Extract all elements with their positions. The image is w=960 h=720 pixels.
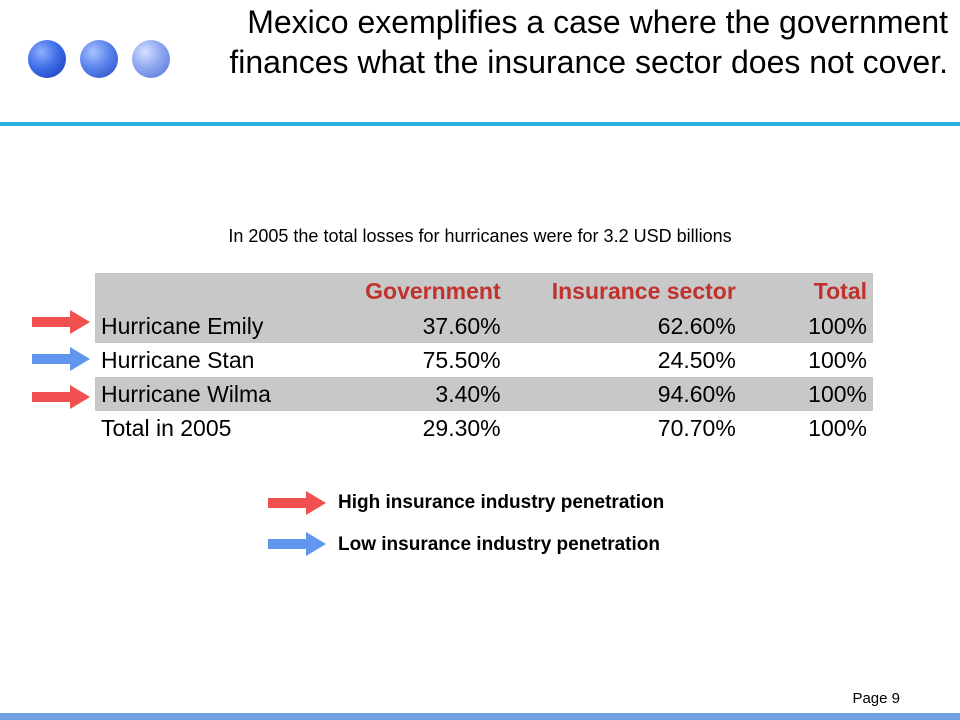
row-label: Hurricane Wilma [95, 377, 303, 411]
row-label: Hurricane Emily [95, 309, 303, 343]
table-header-insurance: Insurance sector [506, 273, 742, 309]
row-label: Hurricane Stan [95, 343, 303, 377]
blue-circle-icon [80, 40, 118, 78]
cell-government: 37.60% [302, 309, 507, 343]
blue-circle-icon [132, 40, 170, 78]
low-penetration-arrow-icon [32, 346, 90, 372]
table-header-empty [95, 273, 303, 309]
blue-circle-icon [28, 40, 66, 78]
cell-insurance: 94.60% [506, 377, 742, 411]
row-label: Total in 2005 [95, 411, 303, 445]
cell-total: 100% [741, 343, 873, 377]
cell-total: 100% [741, 377, 873, 411]
cell-government: 3.40% [302, 377, 507, 411]
table-header-total: Total [741, 273, 873, 309]
table-row: Hurricane Wilma 3.40% 94.60% 100% [95, 377, 873, 411]
page-number: Page 9 [852, 690, 900, 707]
slide-title: Mexico exemplifies a case where the gove… [229, 4, 948, 80]
table-header-row: Government Insurance sector Total [95, 273, 873, 309]
legend-low-label: Low insurance industry penetration [338, 534, 660, 555]
cell-insurance: 62.60% [506, 309, 742, 343]
table-header-government: Government [302, 273, 507, 309]
legend-high-arrow-icon [268, 490, 326, 516]
cell-government: 75.50% [302, 343, 507, 377]
cell-total: 100% [741, 309, 873, 343]
legend-low-arrow-icon [268, 531, 326, 557]
cell-government: 29.30% [302, 411, 507, 445]
cell-total: 100% [741, 411, 873, 445]
table-row: Total in 2005 29.30% 70.70% 100% [95, 411, 873, 445]
hurricane-losses-table: Government Insurance sector Total Hurric… [95, 273, 873, 445]
cell-insurance: 24.50% [506, 343, 742, 377]
table-row: Hurricane Stan 75.50% 24.50% 100% [95, 343, 873, 377]
high-penetration-arrow-icon [32, 309, 90, 335]
high-penetration-arrow-icon [32, 384, 90, 410]
cell-insurance: 70.70% [506, 411, 742, 445]
footer-divider [0, 713, 960, 720]
title-divider [0, 122, 960, 126]
legend-high-label: High insurance industry penetration [338, 492, 665, 513]
table-row: Hurricane Emily 37.60% 62.60% 100% [95, 309, 873, 343]
slide-subtitle: In 2005 the total losses for hurricanes … [228, 226, 732, 246]
